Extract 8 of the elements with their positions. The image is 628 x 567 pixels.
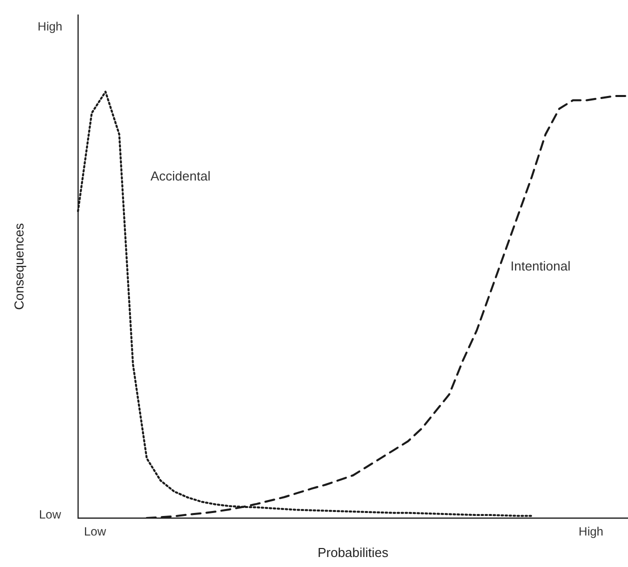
y-axis-title: Consequences: [11, 222, 26, 310]
text: High: [578, 524, 604, 538]
text: Low: [84, 524, 106, 538]
text: Low: [38, 507, 62, 522]
x-axis-title: Probabilities: [318, 544, 389, 560]
series-label: Intentional: [510, 258, 571, 274]
text: Accidental: [150, 168, 211, 184]
text: High: [38, 19, 62, 34]
